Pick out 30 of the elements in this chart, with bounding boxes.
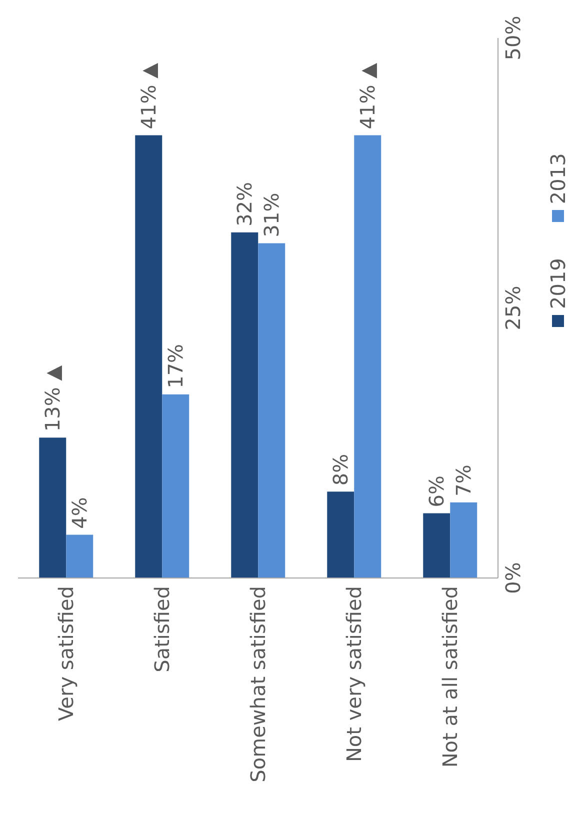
bar: [66, 534, 94, 578]
y-tick-label: 50%: [501, 16, 526, 60]
bar: [39, 438, 66, 578]
bar: [231, 232, 258, 578]
data-label: 41% ▲: [136, 62, 161, 130]
bar: [258, 243, 286, 578]
data-label: 32%: [232, 182, 257, 226]
data-label: 7%: [452, 464, 476, 496]
x-tick-label: Not very satisfied: [342, 586, 366, 762]
bar: [327, 492, 354, 578]
text: 2013: [546, 153, 570, 204]
data-label: 6%: [424, 475, 449, 508]
x-tick-label: Very satisfied: [54, 586, 78, 721]
text: 2019: [546, 258, 570, 309]
y-tick-label: 25%: [501, 286, 526, 330]
x-tick-label: Not at all satisfied: [438, 586, 462, 768]
data-label: 41% ▲: [356, 62, 380, 130]
y-tick-label: 0%: [501, 562, 526, 594]
bar: [423, 513, 450, 578]
x-tick-label: Somewhat satisfied: [246, 586, 270, 782]
data-label: 17%: [164, 344, 188, 388]
bar: [135, 135, 162, 578]
bar: [450, 502, 478, 578]
bar: [162, 394, 190, 578]
data-label: 4%: [68, 497, 92, 529]
data-label: 13% ▲: [40, 364, 65, 432]
bar: [354, 135, 382, 578]
data-label: 8%: [328, 454, 353, 486]
data-label: 31%: [260, 192, 284, 238]
x-tick-label: Satisfied: [150, 586, 174, 672]
